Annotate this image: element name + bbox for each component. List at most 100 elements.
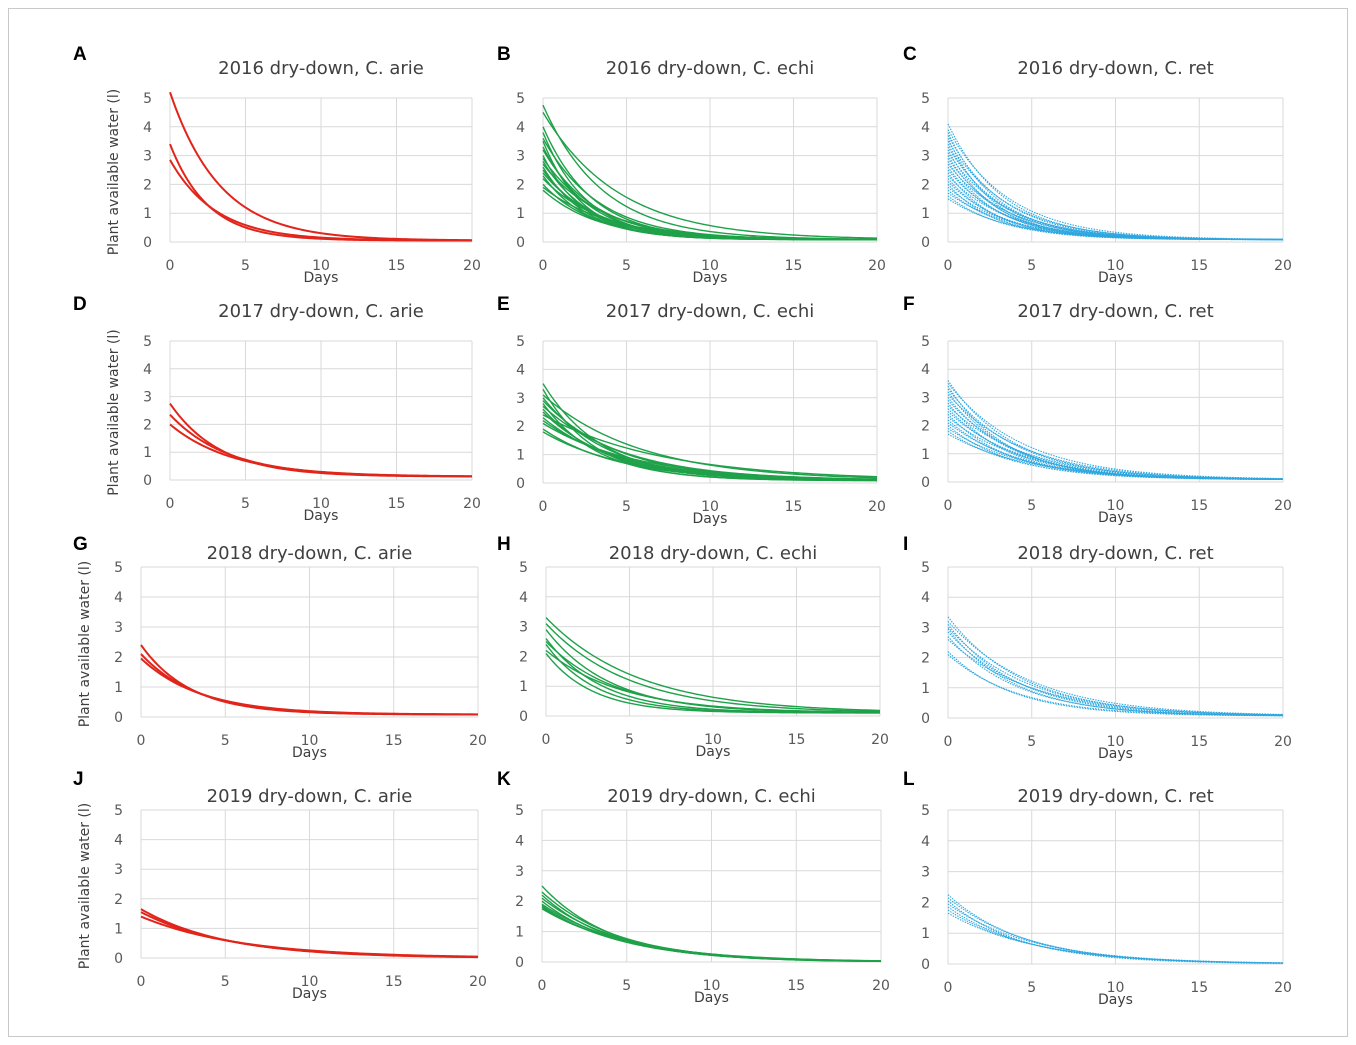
x-tick-label: 10 <box>301 974 319 990</box>
y-tick-label: 1 <box>921 926 930 942</box>
panel-letter: L <box>903 769 915 790</box>
x-tick-label: 20 <box>1274 980 1292 996</box>
chart-title: 2019 dry-down, C. ret <box>1017 786 1213 807</box>
x-axis-label: Days <box>1098 746 1133 762</box>
y-tick-label: 3 <box>114 862 123 878</box>
y-tick-label: 5 <box>921 803 930 819</box>
x-axis-label: Days <box>292 986 327 1002</box>
chart-panel-a: A 2016 dry-down, C. arie 0 1 2 3 4 5 0 5 10 15 20 Day… <box>73 44 481 286</box>
chart-panel-h: H 2018 dry-down, C. echi 0 1 2 3 4 5 0 5 10 15 20 Day… <box>497 534 889 760</box>
series-line <box>545 652 881 714</box>
y-tick-label: 3 <box>114 620 123 636</box>
x-tick-label: 20 <box>1274 734 1292 750</box>
y-tick-label: 2 <box>114 892 123 908</box>
series-line <box>140 657 479 716</box>
x-tick-label: 5 <box>241 258 250 274</box>
panel-letter: A <box>73 44 87 65</box>
chart-title: 2017 dry-down, C. arie <box>218 301 424 322</box>
x-tick-label: 10 <box>703 978 721 994</box>
y-tick-label: 2 <box>114 650 123 666</box>
y-tick-label: 1 <box>143 445 152 461</box>
x-axis-label: Days <box>304 270 339 286</box>
y-tick-label: 3 <box>143 149 152 165</box>
y-tick-label: 0 <box>921 475 930 491</box>
y-axis-label: Plant available water (l) <box>106 329 122 496</box>
y-tick-label: 4 <box>114 833 123 849</box>
series-line <box>545 649 881 713</box>
series-line <box>542 414 878 478</box>
chart-title: 2017 dry-down, C. ret <box>1017 301 1213 322</box>
y-tick-label: 4 <box>114 590 123 606</box>
series-line <box>947 631 1284 716</box>
x-tick-label: 5 <box>625 732 634 748</box>
y-tick-label: 1 <box>114 680 123 696</box>
y-tick-label: 2 <box>143 177 152 193</box>
x-tick-label: 20 <box>469 974 487 990</box>
x-tick-label: 15 <box>785 258 803 274</box>
x-tick-label: 15 <box>788 732 806 748</box>
y-tick-label: 3 <box>515 864 524 880</box>
chart-panel-e: E 2017 dry-down, C. echi 0 1 2 3 4 5 0 5 10 15 20 Day… <box>497 294 886 527</box>
x-tick-label: 10 <box>301 733 319 749</box>
y-tick-label: 3 <box>143 390 152 406</box>
x-tick-label: 15 <box>785 499 803 515</box>
panel-letter: F <box>903 294 915 315</box>
panel-letter: B <box>497 44 511 65</box>
chart-title: 2016 dry-down, C. echi <box>606 58 815 79</box>
x-tick-label: 10 <box>701 258 719 274</box>
series-line <box>947 654 1284 717</box>
x-tick-label: 10 <box>701 499 719 515</box>
chart-title: 2019 dry-down, C. echi <box>607 786 816 807</box>
x-tick-label: 0 <box>166 496 175 512</box>
y-tick-label: 3 <box>519 620 528 636</box>
series-line <box>947 620 1284 715</box>
y-tick-label: 5 <box>515 803 524 819</box>
chart-panel-g: G 2018 dry-down, C. arie 0 1 2 3 4 5 0 5 10 15 20 Day… <box>73 534 487 761</box>
panel-letter: I <box>903 534 908 555</box>
x-tick-label: 15 <box>385 974 403 990</box>
x-tick-label: 20 <box>463 258 481 274</box>
x-tick-label: 10 <box>1107 734 1125 750</box>
y-tick-label: 5 <box>143 334 152 350</box>
x-axis-label: Days <box>304 508 339 524</box>
panel-letter: C <box>903 44 917 65</box>
y-tick-label: 1 <box>519 679 528 695</box>
y-tick-label: 0 <box>114 710 123 726</box>
x-tick-label: 5 <box>1027 980 1036 996</box>
y-tick-label: 2 <box>921 651 930 667</box>
series-line <box>947 129 1284 240</box>
x-axis-label: Days <box>1098 270 1133 286</box>
y-tick-label: 5 <box>114 560 123 576</box>
series-line <box>542 112 878 239</box>
y-tick-label: 5 <box>921 91 930 107</box>
x-tick-label: 15 <box>1190 498 1208 514</box>
y-tick-label: 4 <box>921 834 930 850</box>
chart-title: 2017 dry-down, C. echi <box>606 301 815 322</box>
x-tick-label: 0 <box>137 974 146 990</box>
panel-letter: H <box>497 534 511 555</box>
chart-panel-d: D 2017 dry-down, C. arie 0 1 2 3 4 5 0 5 10 15 20 Day… <box>73 294 481 524</box>
series-line <box>947 639 1284 716</box>
y-tick-label: 4 <box>921 590 930 606</box>
x-tick-label: 15 <box>388 496 406 512</box>
x-tick-label: 5 <box>221 733 230 749</box>
panel-letter: E <box>497 294 510 315</box>
x-tick-label: 0 <box>539 499 548 515</box>
y-tick-label: 4 <box>516 362 525 378</box>
x-tick-label: 15 <box>388 258 406 274</box>
y-tick-label: 1 <box>516 448 525 464</box>
x-axis-label: Days <box>693 511 728 527</box>
x-tick-label: 10 <box>312 258 330 274</box>
y-tick-label: 2 <box>516 177 525 193</box>
x-axis-label: Days <box>694 990 729 1006</box>
y-tick-label: 0 <box>114 951 123 967</box>
y-tick-label: 2 <box>921 177 930 193</box>
chart-title: 2019 dry-down, C. arie <box>207 786 413 807</box>
series-line <box>542 189 877 241</box>
y-tick-label: 0 <box>519 709 528 725</box>
x-tick-label: 20 <box>1274 498 1292 514</box>
y-tick-label: 4 <box>519 590 528 606</box>
y-tick-label: 5 <box>516 334 525 350</box>
series-line <box>947 636 1284 717</box>
